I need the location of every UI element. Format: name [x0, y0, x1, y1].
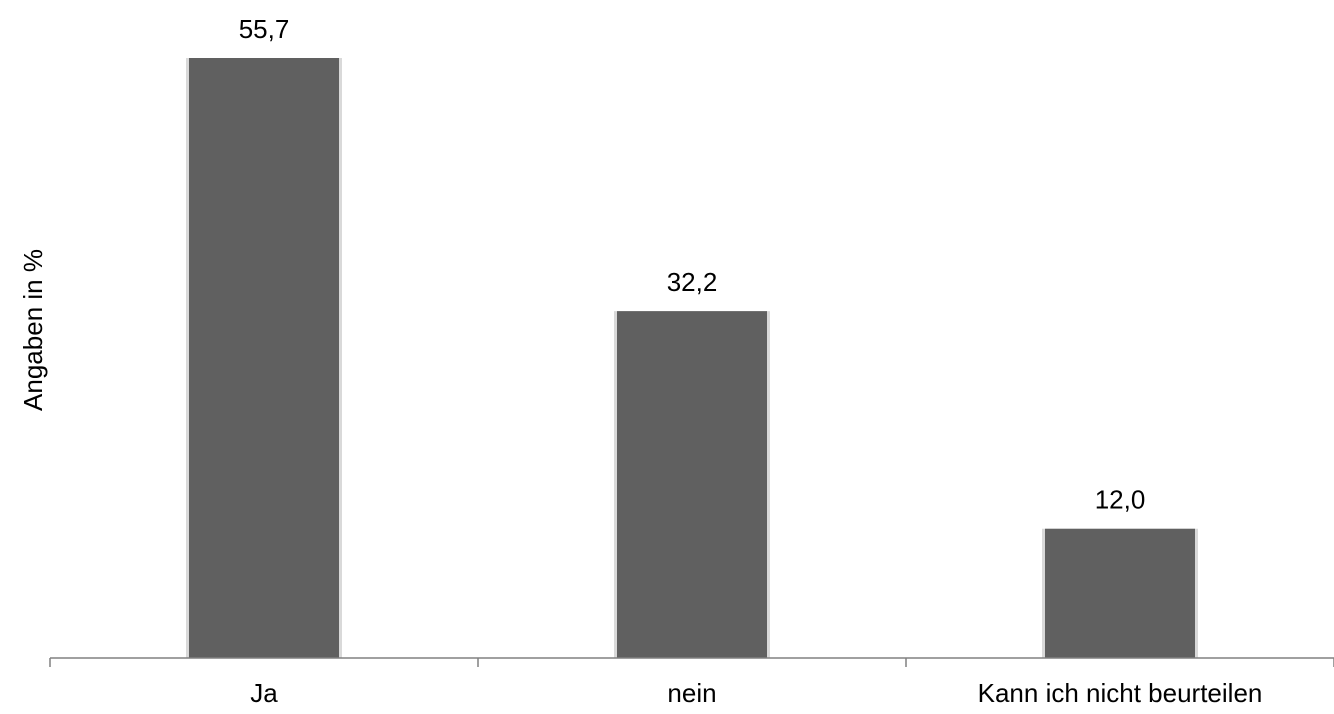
bar-2	[617, 311, 767, 658]
x-axis-ticks	[49, 658, 1334, 667]
data-label: 32,2	[667, 267, 718, 297]
x-tick-label: Kann ich nicht beurteilen	[978, 678, 1263, 708]
x-axis-labels: Ja nein Kann ich nicht beurteilen	[250, 678, 1262, 708]
bars-layer	[186, 58, 1198, 658]
bar-1	[189, 58, 339, 658]
y-axis-title: Angaben in %	[18, 249, 48, 411]
x-tick-label: nein	[667, 678, 716, 708]
data-label: 55,7	[239, 14, 290, 44]
bar-3	[1045, 528, 1195, 658]
data-label: 12,0	[1095, 485, 1146, 515]
x-tick-label: Ja	[250, 678, 278, 708]
value-labels-layer: 55,7 32,2 12,0	[239, 14, 1146, 515]
